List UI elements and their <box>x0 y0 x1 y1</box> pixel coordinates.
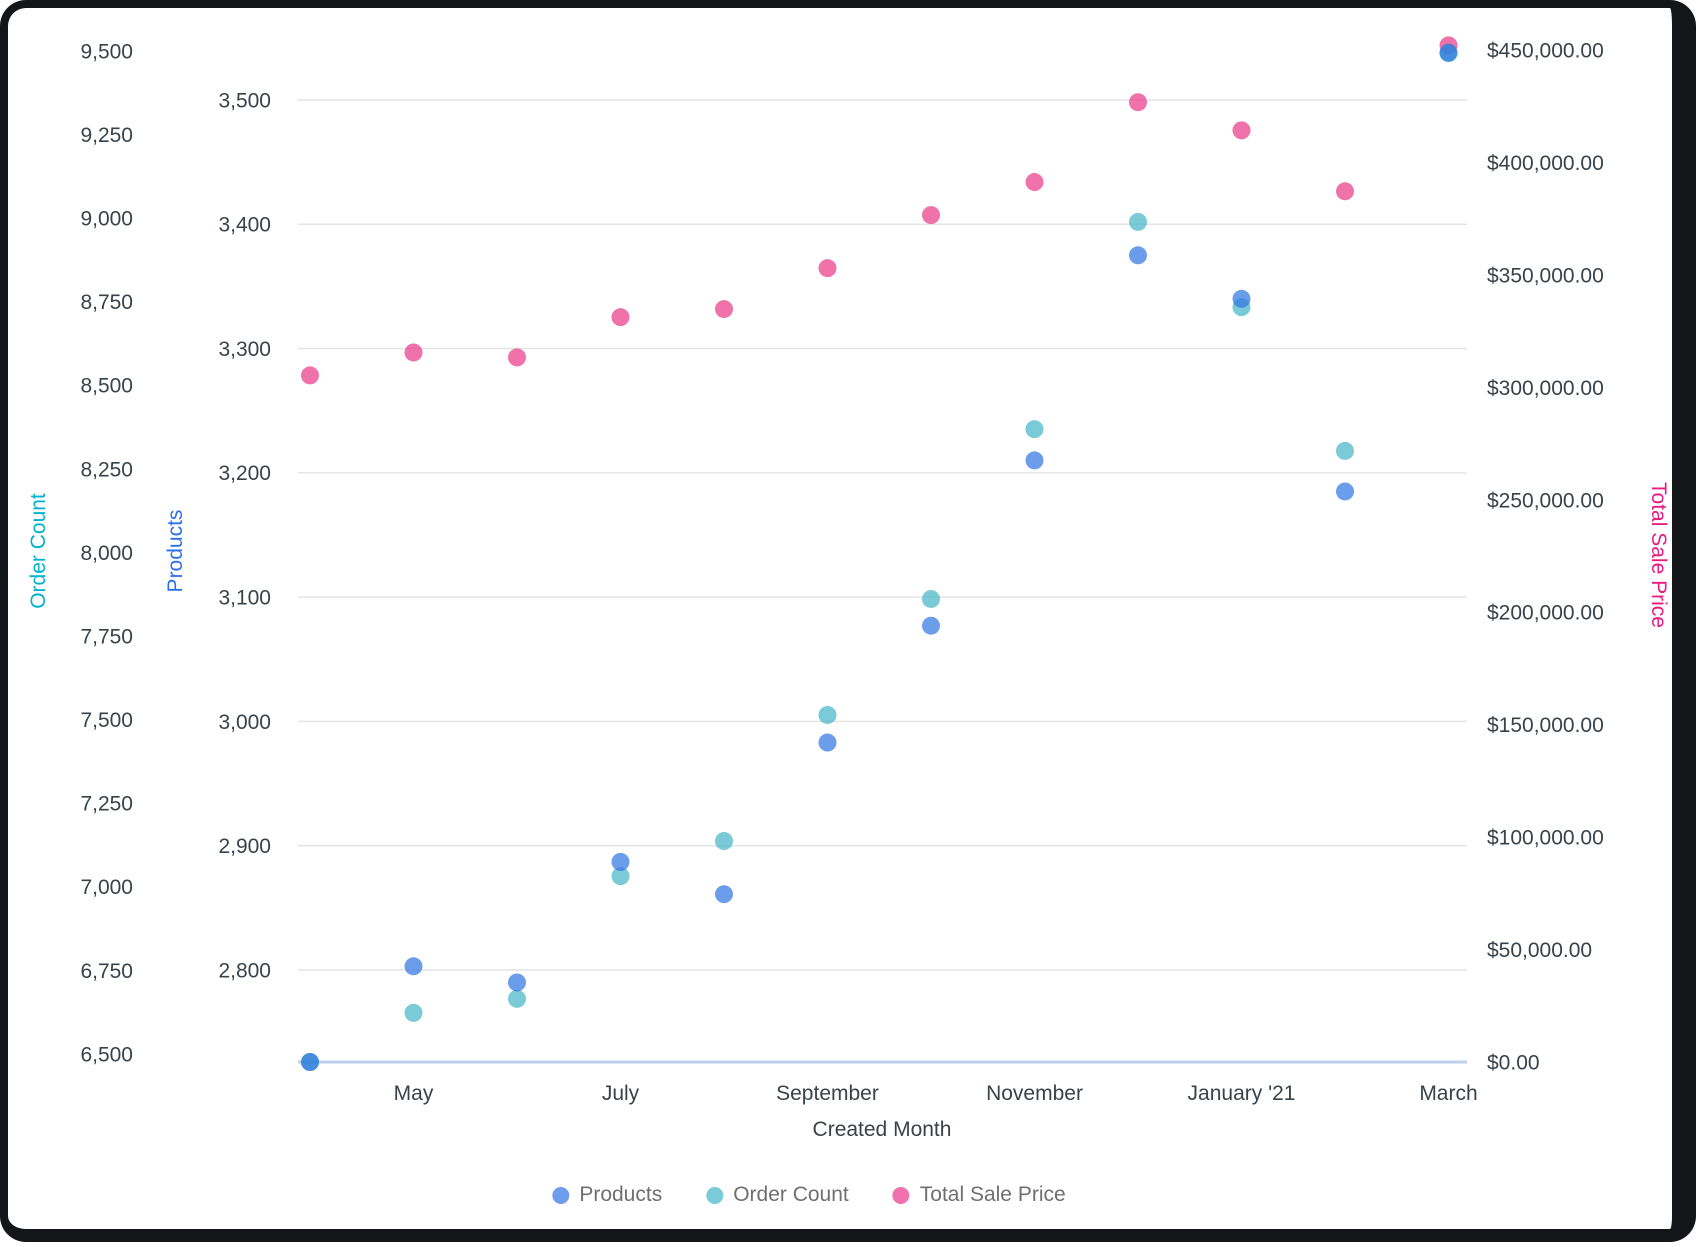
x-tick-label: May <box>394 1082 434 1105</box>
series-total_sale_price <box>301 36 1458 385</box>
y-tick-label: 3,400 <box>218 214 271 237</box>
data-point[interactable] <box>715 300 733 319</box>
y-tick-label: 9,000 <box>80 208 133 231</box>
y-tick-label: 8,250 <box>80 458 133 481</box>
products-gridlines <box>298 99 1467 971</box>
legend-item-products[interactable]: Products <box>552 1183 662 1207</box>
legend-dot-icon <box>706 1186 724 1204</box>
data-point[interactable] <box>611 867 630 886</box>
y-tick-label: $200,000.00 <box>1487 602 1604 625</box>
data-point[interactable] <box>818 705 837 724</box>
y-tick-label: $450,000.00 <box>1487 40 1604 63</box>
order_count-axis-title: Order Count <box>27 493 50 609</box>
data-point[interactable] <box>404 343 423 362</box>
data-point[interactable] <box>1336 441 1354 460</box>
legend-item-order-count[interactable]: Order Count <box>706 1183 849 1207</box>
y-tick-label: 3,300 <box>218 338 271 361</box>
data-point[interactable] <box>715 885 733 904</box>
x-tick-label: January '21 <box>1188 1082 1296 1105</box>
data-point[interactable] <box>1336 482 1354 501</box>
data-point[interactable] <box>1439 43 1458 62</box>
products-axis-title: Products <box>164 510 187 593</box>
y-tick-label: $250,000.00 <box>1487 489 1604 512</box>
legend-item-total-sale-price[interactable]: Total Sale Price <box>892 1183 1066 1207</box>
data-point[interactable] <box>1025 173 1044 192</box>
y-tick-label: $100,000.00 <box>1487 827 1604 850</box>
chart-legend: Products Order Count Total Sale Price <box>552 1183 1066 1207</box>
data-point[interactable] <box>715 832 733 851</box>
legend-label: Order Count <box>733 1183 849 1206</box>
y-tick-label: $300,000.00 <box>1487 377 1604 400</box>
data-point[interactable] <box>922 206 940 225</box>
data-point[interactable] <box>1129 212 1147 231</box>
y-tick-label: 8,500 <box>80 375 133 398</box>
y-tick-label: 7,250 <box>80 793 133 816</box>
data-point[interactable] <box>508 973 526 992</box>
y-tick-label: 7,000 <box>80 876 133 899</box>
y-tick-label: $0.00 <box>1487 1051 1540 1074</box>
x-axis-title: Created Month <box>813 1118 952 1141</box>
legend-dot-icon <box>892 1186 910 1204</box>
y-tick-label: 9,250 <box>80 124 133 147</box>
y-tick-label: 2,900 <box>218 835 271 858</box>
x-tick-label: March <box>1419 1082 1477 1105</box>
y-tick-label: 8,000 <box>80 542 133 565</box>
total_sale_price-axis-title: Total Sale Price <box>1647 482 1670 628</box>
x-tick-label: July <box>602 1082 640 1105</box>
y-tick-label: 3,500 <box>218 89 271 112</box>
y-tick-label: 6,750 <box>80 960 133 983</box>
y-tick-label: 3,200 <box>218 462 271 485</box>
data-point[interactable] <box>611 852 630 871</box>
data-point[interactable] <box>611 308 630 327</box>
x-tick-label: September <box>776 1082 879 1105</box>
y-tick-label: 6,500 <box>80 1043 133 1066</box>
data-point[interactable] <box>404 1003 423 1022</box>
y-tick-label: $350,000.00 <box>1487 264 1604 287</box>
total_sale_price-tick-labels: $0.00 $50,000.00 $100,000.00 $150,000.00 $20… <box>1487 40 1604 1075</box>
data-point[interactable] <box>1025 451 1044 470</box>
data-point[interactable] <box>818 733 837 752</box>
legend-label: Products <box>579 1183 663 1206</box>
x-tick-labels: May July September November January '21 March <box>394 1082 1478 1105</box>
y-tick-label: 7,750 <box>80 625 133 648</box>
data-point[interactable] <box>1232 289 1251 308</box>
y-tick-label: 3,100 <box>218 586 271 609</box>
legend-dot-icon <box>552 1186 570 1204</box>
legend-label: Total Sale Price <box>919 1183 1066 1206</box>
data-point[interactable] <box>404 957 423 976</box>
data-point[interactable] <box>1336 182 1354 201</box>
data-point[interactable] <box>508 348 526 367</box>
order_count-tick-labels: 6,500 6,750 7,000 7,250 7,500 7,750 8,000 8,250… <box>80 40 133 1066</box>
data-point[interactable] <box>1129 93 1147 112</box>
y-tick-label: 2,800 <box>218 959 271 982</box>
data-point[interactable] <box>301 366 319 385</box>
data-point[interactable] <box>922 616 940 635</box>
data-point[interactable] <box>1129 246 1147 265</box>
data-point[interactable] <box>922 589 940 608</box>
data-point[interactable] <box>508 989 526 1008</box>
data-point[interactable] <box>1025 420 1044 439</box>
y-tick-label: 9,500 <box>80 40 133 63</box>
y-tick-label: 3,000 <box>218 711 271 734</box>
data-point[interactable] <box>818 259 837 278</box>
data-point[interactable] <box>301 1053 319 1071</box>
y-tick-label: $400,000.00 <box>1487 152 1604 175</box>
series-products <box>301 43 1458 1071</box>
y-tick-label: $50,000.00 <box>1487 939 1592 962</box>
series-order_count <box>301 44 1458 1071</box>
data-point[interactable] <box>1232 121 1251 140</box>
products-tick-labels: 2,800 2,900 3,000 3,100 3,200 3,300 3,400 3,500 <box>218 89 271 982</box>
x-tick-label: November <box>986 1082 1083 1105</box>
y-tick-label: 7,500 <box>80 709 133 732</box>
y-tick-label: 8,750 <box>80 291 133 314</box>
y-tick-label: $150,000.00 <box>1487 714 1604 737</box>
